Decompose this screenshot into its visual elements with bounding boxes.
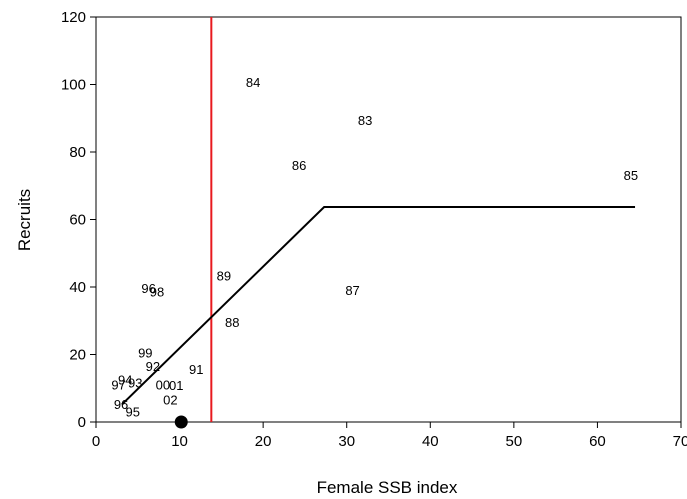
y-tick-label: 80	[69, 144, 86, 161]
data-point-label: 02	[163, 393, 177, 408]
data-point-label: 00	[156, 377, 170, 392]
data-point-label: 87	[345, 283, 359, 298]
data-point-label: 96	[141, 281, 155, 296]
data-point-label: 93	[128, 376, 142, 391]
x-tick-label: 60	[589, 433, 606, 450]
y-axis-title: Recruits	[15, 189, 34, 251]
y-tick-label: 0	[78, 414, 86, 431]
data-point-label: 95	[126, 404, 140, 419]
data-point-label: 89	[217, 268, 231, 283]
data-point-label: 86	[292, 158, 306, 173]
data-point-label: 91	[189, 362, 203, 377]
y-tick-label: 20	[69, 347, 86, 364]
x-tick-label: 20	[255, 433, 272, 450]
data-point-label: 84	[246, 75, 260, 90]
x-tick-label: 70	[673, 433, 687, 450]
x-tick-label: 10	[171, 433, 188, 450]
data-point-label: 96	[114, 397, 128, 412]
x-tick-label: 30	[338, 433, 355, 450]
data-point-label: 83	[358, 113, 372, 128]
segmented-regression-line	[121, 206, 636, 406]
y-tick-label: 60	[69, 212, 86, 229]
highlight-point	[174, 415, 188, 429]
y-tick-label: 40	[69, 279, 86, 296]
x-axis-title: Female SSB index	[317, 478, 458, 497]
y-tick-label: 120	[61, 9, 86, 26]
data-point-label: 88	[225, 315, 239, 330]
plot-frame	[95, 16, 682, 423]
data-point-label: 97	[111, 377, 125, 392]
data-point-label: 01	[169, 378, 183, 393]
x-tick-label: 50	[506, 433, 523, 450]
data-point-label: 92	[146, 359, 160, 374]
x-tick-label: 40	[422, 433, 439, 450]
data-point-label: 85	[624, 168, 638, 183]
data-point-label: 98	[150, 285, 164, 300]
x-tick-label: 0	[92, 433, 100, 450]
data-point-label: 94	[118, 372, 132, 387]
y-tick-label: 100	[61, 77, 86, 94]
data-point-label: 99	[138, 345, 152, 360]
